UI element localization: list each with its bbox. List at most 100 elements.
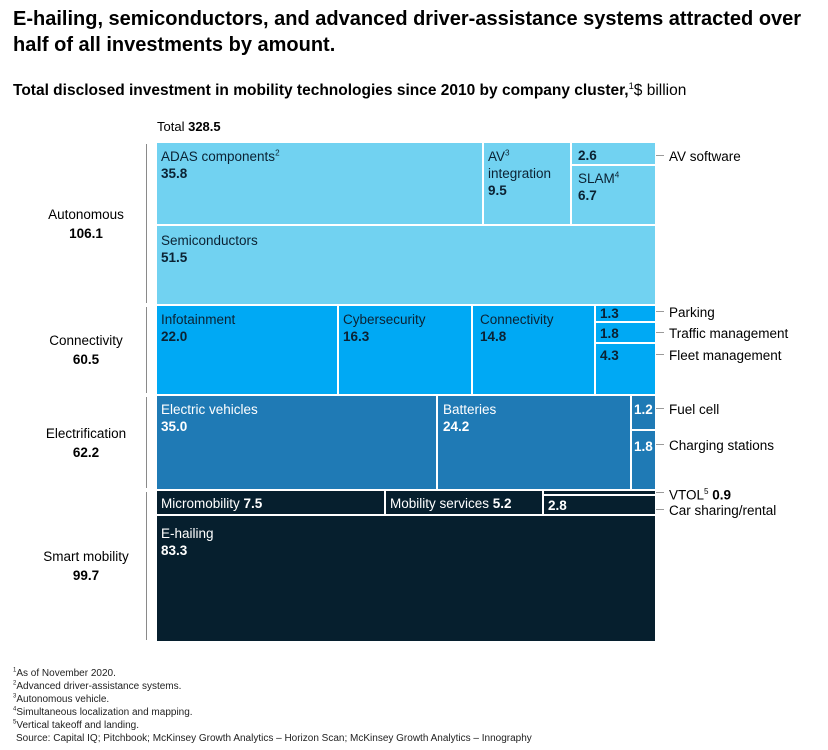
label-mobility-services: Mobility services 5.2 [390, 495, 512, 512]
callout-fuel-cell: Fuel cell [669, 402, 720, 417]
group-bracket-autonomous [146, 144, 147, 303]
group-bracket-connectivity [146, 307, 147, 393]
callout-line-parking [656, 311, 664, 312]
label-value: 5.2 [492, 496, 512, 511]
label-value: 2.6 [578, 148, 597, 163]
label-charging-stations: 1.8 [634, 438, 653, 455]
source-note: Source: Capital IQ; Pitchbook; McKinsey … [16, 733, 532, 744]
label-name: Electric vehicles [161, 402, 258, 417]
label-name: Infotainment [161, 312, 236, 327]
cell-cybersecurity [338, 305, 472, 395]
cell-av-software [571, 142, 656, 165]
label-value: 1.2 [634, 402, 653, 417]
callout-fleet-management: Fleet management [669, 348, 782, 363]
chart-subtitle: Total disclosed investment in mobility t… [13, 81, 823, 101]
cell-infotainment [156, 305, 338, 395]
callout-car-sharing-rental: Car sharing/rental [669, 503, 777, 518]
label-value: 1.3 [600, 306, 619, 321]
callout-line-vtol [656, 492, 664, 493]
label-car-sharing-rental: 2.8 [548, 497, 567, 514]
subtitle-unit: $ billion [633, 82, 687, 99]
total-value: 328.5 [188, 119, 221, 134]
label-cybersecurity: Cybersecurity 16.3 [343, 311, 426, 345]
group-label-electrification: Electrification 62.2 [45, 425, 127, 460]
callout-line-fuel-cell [656, 408, 664, 409]
cell-mobility-services [385, 490, 543, 515]
label-av-software: 2.6 [578, 147, 597, 164]
callout-parking: Parking [669, 305, 715, 320]
subtitle-main: Total disclosed investment in mobility t… [13, 82, 629, 99]
callout-av-software: AV software [669, 149, 741, 164]
label-value: 83.3 [161, 543, 188, 558]
cell-e-hailing [156, 515, 656, 642]
callout-line-traffic-management [656, 332, 664, 333]
callout-line-av-software [656, 155, 664, 156]
cell-fuel-cell [631, 395, 656, 430]
callout-line-fleet-management [656, 354, 664, 355]
label-slam: SLAM4 6.7 [578, 170, 620, 203]
label-value: 14.8 [480, 329, 507, 344]
label-connectivity: Connectivity 14.8 [480, 311, 554, 345]
cell-micromobility [156, 490, 385, 515]
cell-charging-stations [631, 430, 656, 490]
total-label: Total 328.5 [157, 119, 221, 134]
label-fuel-cell: 1.2 [634, 401, 653, 418]
label-infotainment: Infotainment 22.0 [161, 311, 235, 345]
label-adas-components: ADAS components2 35.8 [161, 148, 280, 181]
label-name: Mobility services [390, 496, 490, 511]
label-traffic-management: 1.8 [600, 325, 619, 342]
cell-electric-vehicles [156, 395, 437, 490]
cell-adas-components [156, 142, 483, 225]
cell-slam [571, 165, 656, 225]
group-label-smart-mobility: Smart mobility 99.7 [43, 549, 129, 583]
label-value: 22.0 [161, 329, 188, 344]
label-micromobility: Micromobility 7.5 [161, 495, 262, 512]
callout-charging-stations: Charging stations [669, 438, 775, 453]
callout-traffic-management: Traffic management [669, 326, 789, 341]
group-label-autonomous: Autonomous 106.1 [48, 206, 124, 241]
cell-connectivity [472, 305, 595, 395]
label-value: 7.5 [243, 496, 263, 511]
cell-car-sharing-rental [543, 495, 656, 515]
label-value: 35.8 [161, 166, 188, 181]
label-value: 1.8 [634, 439, 653, 454]
label-value: 51.5 [161, 250, 188, 265]
callout-vtol: VTOL5 0.9 [669, 487, 732, 503]
chart-title: E-hailing, semiconductors, and advanced … [13, 8, 802, 56]
footnote-1: 1As of November 2020. [13, 667, 116, 679]
label-parking: 1.3 [600, 305, 619, 322]
cell-vtol [543, 490, 656, 495]
label-e-hailing: E-hailing 83.3 [161, 525, 214, 559]
label-fleet-management: 4.3 [600, 347, 619, 364]
label-value: 1.8 [600, 326, 619, 341]
footnote-4: 4Simultaneous localization and mapping. [13, 706, 193, 718]
label-batteries: Batteries 24.2 [443, 401, 496, 435]
label-value: 24.2 [443, 419, 470, 434]
footnote-5: 5Vertical takeoff and landing. [13, 719, 140, 731]
label-name: E-hailing [161, 526, 214, 541]
label-value: 6.7 [578, 188, 597, 203]
cell-av-integration [483, 142, 571, 225]
callout-line-charging-stations [656, 444, 664, 445]
footnote-3: 3Autonomous vehicle. [13, 693, 110, 705]
cell-fleet-management [595, 343, 656, 395]
group-bracket-electrification [146, 397, 147, 488]
label-name: AV [488, 149, 506, 164]
label-name: Semiconductors [161, 233, 258, 248]
label-value: 9.5 [488, 183, 507, 198]
label-av-integration: AV3 integration 9.5 [488, 148, 552, 198]
cell-batteries [437, 395, 631, 490]
label-name: Micromobility [161, 496, 240, 511]
label-name: Batteries [443, 402, 497, 417]
label-semiconductors: Semiconductors 51.5 [161, 232, 258, 266]
label-name: ADAS components [161, 149, 276, 164]
label-name: Connectivity [480, 312, 554, 327]
label-value: 16.3 [343, 329, 370, 344]
label-name: Cybersecurity [343, 312, 426, 327]
label-value: 35.0 [161, 419, 188, 434]
group-label-connectivity: Connectivity 60.5 [49, 333, 123, 367]
label-electric-vehicles: Electric vehicles 35.0 [161, 401, 258, 435]
total-text: Total [157, 119, 185, 134]
label-value: 2.8 [548, 498, 567, 513]
